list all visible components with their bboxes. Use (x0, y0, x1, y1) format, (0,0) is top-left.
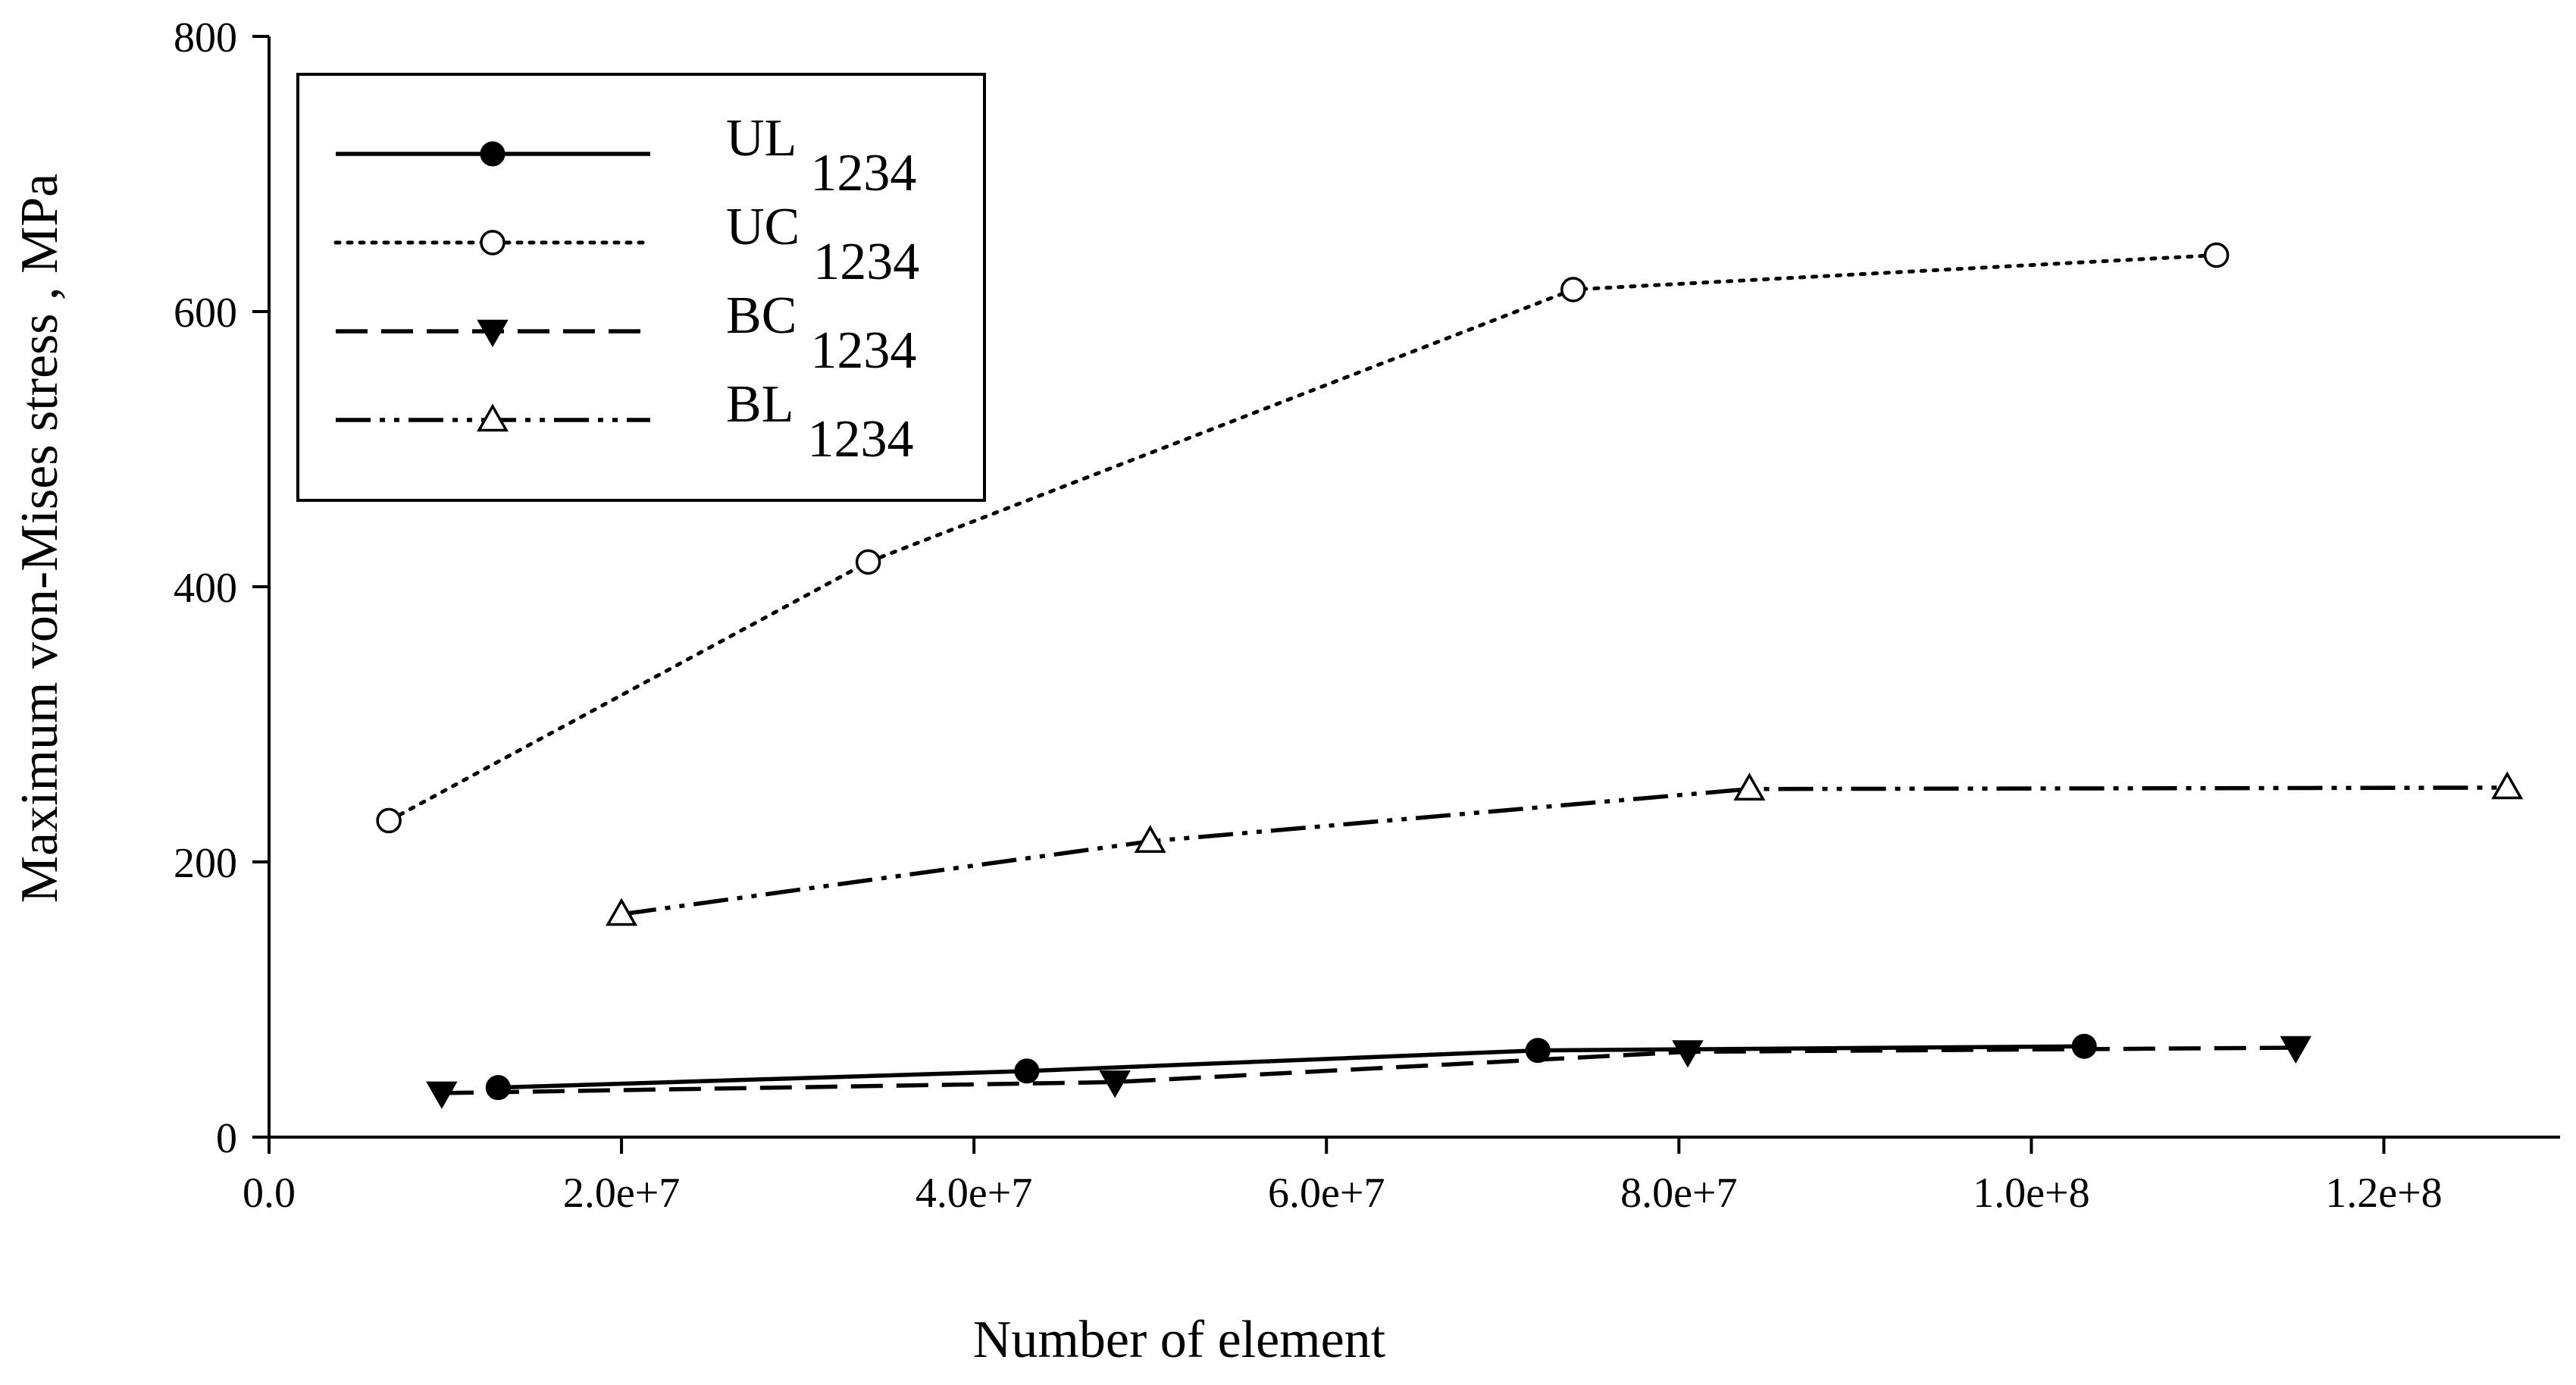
y-tick-label: 400 (174, 565, 237, 612)
data-point-bl (2491, 771, 2524, 800)
x-tick-label: 1.2e+8 (2325, 1170, 2442, 1217)
legend-marker-uc (480, 230, 505, 255)
legend-label-ul: UL (726, 109, 797, 168)
y-tick-label: 600 (174, 290, 237, 337)
x-tick-label: 4.0e+7 (916, 1170, 1032, 1217)
y-tick-label: 200 (174, 840, 237, 887)
series-line-bl (621, 785, 2508, 917)
data-point-bc (2280, 1036, 2312, 1064)
data-point-uc (376, 807, 402, 834)
legend-subscript-bc: 1234 (810, 321, 916, 380)
legend-box (296, 73, 986, 502)
x-tick-label: 6.0e+7 (1268, 1170, 1385, 1217)
y-axis-title: Maximum von-Mises stress , MPa (11, 174, 69, 904)
legend-marker-ul (480, 141, 505, 167)
legend-subscript-ul: 1234 (810, 144, 916, 202)
legend-subscript-bl: 1234 (807, 410, 913, 468)
data-point-bc (426, 1081, 458, 1109)
y-tick-label: 800 (174, 14, 237, 61)
data-point-ul (1014, 1058, 1040, 1084)
data-point-bl (1134, 825, 1166, 854)
series-line-ul (498, 1044, 2085, 1090)
legend-label-bl: BL (726, 375, 793, 434)
x-tick-label: 1.0e+8 (1973, 1170, 2089, 1217)
data-point-uc (2203, 242, 2230, 268)
legend-label-uc: UC (726, 198, 800, 256)
data-point-ul (2071, 1033, 2097, 1059)
legend-subscript-uc: 1234 (813, 233, 919, 291)
series-line-uc (387, 253, 2219, 823)
legend-label-bc: BC (726, 287, 797, 345)
data-point-ul (485, 1075, 511, 1101)
plot-lines (376, 242, 2524, 1109)
x-tick-label: 8.0e+7 (1620, 1170, 1737, 1217)
data-point-bl (606, 898, 638, 926)
data-point-bc (1672, 1040, 1704, 1068)
axes: 0 200 400 600 800 0.0 2.0e+7 4.0e+7 6.0e+7 8.0e+7… (174, 14, 2560, 1217)
data-point-bl (1733, 772, 1766, 801)
series-line-bc (441, 1045, 2296, 1095)
legend-marker-bc (477, 319, 509, 348)
y-tick-label: 0 (216, 1115, 237, 1162)
x-tick-label: 0.0 (243, 1170, 296, 1217)
data-point-uc (855, 549, 881, 575)
data-point-bc (1099, 1070, 1131, 1098)
x-axis-title: Number of element (973, 1311, 1386, 1369)
data-point-uc (1560, 277, 1586, 302)
legend-marker-bl (476, 403, 509, 432)
x-tick-label: 2.0e+7 (563, 1170, 680, 1217)
